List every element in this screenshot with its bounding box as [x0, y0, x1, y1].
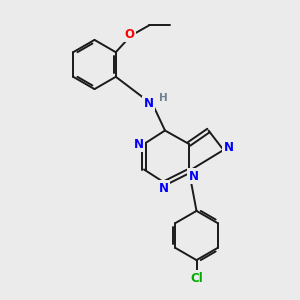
Text: N: N [188, 170, 199, 183]
Text: N: N [158, 182, 169, 195]
Text: N: N [143, 97, 154, 110]
Text: Cl: Cl [190, 272, 203, 285]
Text: N: N [134, 137, 144, 151]
Text: O: O [124, 28, 134, 41]
Text: H: H [159, 93, 168, 103]
Text: N: N [224, 141, 234, 154]
